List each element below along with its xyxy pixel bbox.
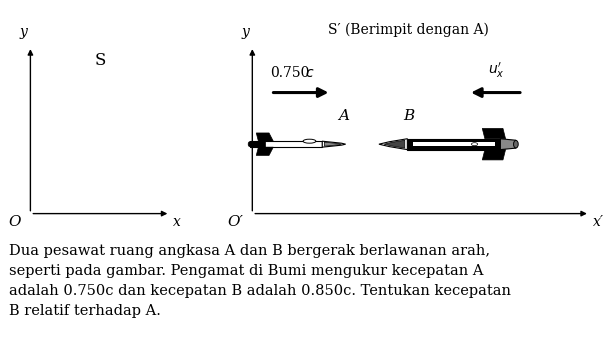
Polygon shape: [322, 141, 345, 147]
Text: x: x: [173, 215, 181, 230]
Polygon shape: [384, 140, 405, 148]
Ellipse shape: [248, 142, 252, 147]
Polygon shape: [257, 133, 273, 141]
Polygon shape: [482, 129, 506, 139]
Text: O′: O′: [227, 215, 243, 230]
Ellipse shape: [514, 140, 518, 148]
Ellipse shape: [471, 143, 478, 146]
Text: $u^\prime_x$: $u^\prime_x$: [488, 61, 505, 80]
Polygon shape: [500, 139, 516, 150]
Text: Dua pesawat ruang angkasa A dan B bergerak berlawanan arah,
seperti pada gambar.: Dua pesawat ruang angkasa A dan B berger…: [9, 244, 511, 318]
Polygon shape: [250, 141, 264, 147]
Polygon shape: [482, 150, 506, 160]
Text: B: B: [403, 109, 414, 123]
Polygon shape: [257, 147, 273, 155]
Polygon shape: [325, 142, 342, 146]
Text: S: S: [95, 52, 106, 69]
Text: S′ (Berimpit dengan A): S′ (Berimpit dengan A): [328, 23, 489, 37]
Polygon shape: [412, 142, 495, 146]
Text: O: O: [8, 215, 21, 230]
Polygon shape: [407, 139, 500, 150]
Text: y: y: [241, 25, 249, 39]
Text: x′: x′: [593, 215, 604, 230]
Polygon shape: [250, 141, 322, 147]
Text: A: A: [338, 109, 349, 123]
Ellipse shape: [303, 139, 316, 143]
Text: $c$: $c$: [305, 66, 315, 80]
Text: y: y: [19, 25, 27, 39]
Text: 0.750: 0.750: [271, 66, 310, 80]
Polygon shape: [379, 139, 407, 150]
